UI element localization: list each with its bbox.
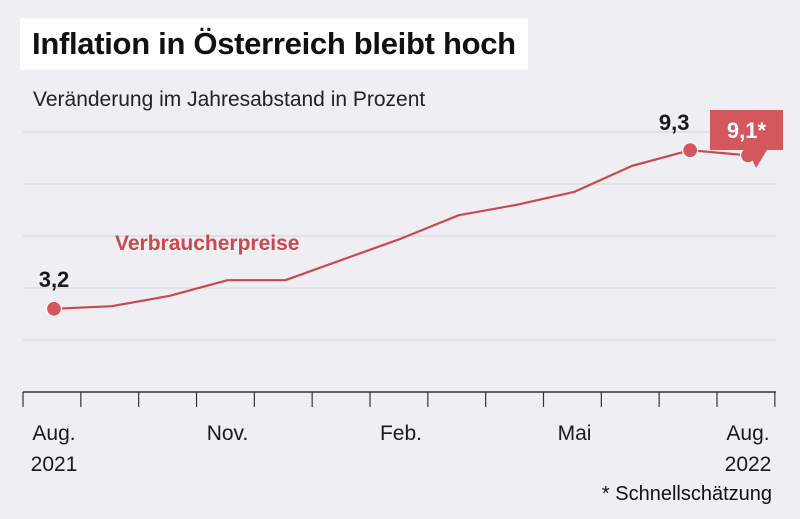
series-line: [53, 149, 749, 310]
x-tick-sublabel: 2021: [31, 453, 78, 476]
x-tick-label: Nov.: [207, 422, 249, 445]
series-verbraucherpreise: Verbraucherpreise: [53, 149, 749, 310]
title-box: Inflation in Österreich bleibt hoch: [20, 18, 528, 70]
data-label: 9,3: [659, 110, 690, 135]
data-markers: 3,2 9,3 9,1*: [39, 110, 783, 317]
x-tick-label: Aug.: [32, 422, 75, 445]
callout-pointer: [748, 150, 767, 168]
data-label: 3,2: [39, 267, 70, 292]
callout-box: [710, 110, 783, 150]
x-axis: Aug. 2021 Nov. Feb. Mai Aug. 2022: [22, 391, 776, 476]
gridlines: [23, 131, 776, 341]
x-tick-label: Mai: [558, 422, 592, 445]
data-point-marker: [682, 142, 699, 159]
x-tick-label: Feb.: [380, 422, 422, 445]
chart-subtitle: Veränderung im Jahresabstand in Prozent: [33, 88, 426, 111]
x-tick-label: Aug.: [726, 422, 769, 445]
chart-title: Inflation in Österreich bleibt hoch: [32, 26, 516, 61]
data-label-latest: 9,1*: [727, 118, 767, 143]
data-point-marker: [45, 300, 63, 317]
x-tick-sublabel: 2022: [725, 453, 772, 476]
footnote: * Schnellschätzung: [601, 483, 772, 505]
series-name-label: Verbraucherpreise: [115, 232, 299, 255]
